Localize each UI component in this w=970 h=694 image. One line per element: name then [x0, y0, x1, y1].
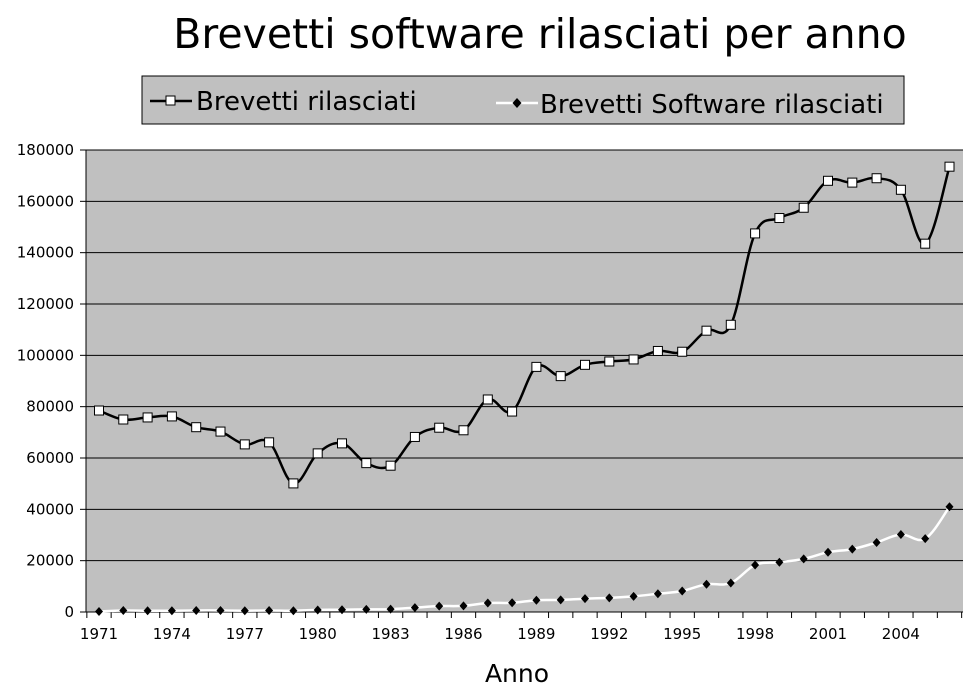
data-point-brevetti-rilasciati — [216, 427, 225, 436]
y-tick-label: 160000 — [17, 192, 74, 210]
data-point-brevetti-rilasciati — [896, 185, 905, 194]
y-tick-label: 180000 — [17, 141, 74, 159]
data-point-brevetti-rilasciati — [265, 438, 274, 447]
x-tick-label: 1989 — [517, 625, 555, 643]
data-point-brevetti-rilasciati — [459, 426, 468, 435]
x-tick-label: 1995 — [663, 625, 701, 643]
data-point-brevetti-rilasciati — [678, 347, 687, 356]
x-tick-label: 1998 — [736, 625, 774, 643]
y-tick-label: 0 — [64, 603, 74, 621]
legend-label-brevetti-software: Brevetti Software rilasciati — [540, 90, 884, 120]
y-tick-label: 120000 — [17, 295, 74, 313]
data-point-brevetti-rilasciati — [143, 413, 152, 422]
data-point-brevetti-rilasciati — [532, 362, 541, 371]
y-tick-label: 20000 — [26, 552, 74, 570]
y-tick-label: 100000 — [17, 346, 74, 364]
data-point-brevetti-rilasciati — [338, 439, 347, 448]
x-tick-label: 2001 — [809, 625, 847, 643]
data-point-brevetti-rilasciati — [410, 432, 419, 441]
data-point-brevetti-rilasciati — [653, 346, 662, 355]
y-tick-label: 140000 — [17, 244, 74, 262]
data-point-brevetti-rilasciati — [848, 178, 857, 187]
y-tick-label: 80000 — [26, 398, 74, 416]
data-point-brevetti-rilasciati — [167, 412, 176, 421]
data-point-brevetti-rilasciati — [240, 440, 249, 449]
x-tick-label: 1980 — [299, 625, 337, 643]
x-tick-label: 1983 — [372, 625, 410, 643]
data-point-brevetti-rilasciati — [702, 326, 711, 335]
data-point-brevetti-rilasciati — [775, 214, 784, 223]
data-point-brevetti-rilasciati — [386, 461, 395, 470]
data-point-brevetti-rilasciati — [751, 229, 760, 238]
data-point-brevetti-rilasciati — [799, 203, 808, 212]
data-point-brevetti-rilasciati — [581, 360, 590, 369]
legend-label-brevetti-rilasciati: Brevetti rilasciati — [196, 87, 417, 117]
data-point-brevetti-rilasciati — [726, 320, 735, 329]
plot-area — [86, 150, 963, 612]
x-tick-label: 1977 — [226, 625, 264, 643]
x-tick-label: 1974 — [153, 625, 191, 643]
data-point-brevetti-rilasciati — [435, 423, 444, 432]
data-point-brevetti-rilasciati — [119, 415, 128, 424]
data-point-brevetti-rilasciati — [362, 459, 371, 468]
y-tick-label: 60000 — [26, 449, 74, 467]
data-point-brevetti-rilasciati — [556, 372, 565, 381]
data-point-brevetti-rilasciati — [313, 449, 322, 458]
x-tick-label: 2004 — [882, 625, 920, 643]
legend-marker-brevetti-rilasciati — [166, 96, 175, 105]
data-point-brevetti-rilasciati — [605, 357, 614, 366]
data-point-brevetti-rilasciati — [945, 162, 954, 171]
data-point-brevetti-rilasciati — [872, 174, 881, 183]
data-point-brevetti-rilasciati — [192, 423, 201, 432]
data-point-brevetti-rilasciati — [483, 395, 492, 404]
y-tick-label: 40000 — [26, 500, 74, 518]
x-axis-label: Anno — [0, 658, 970, 690]
x-tick-label: 1971 — [80, 625, 118, 643]
data-point-brevetti-rilasciati — [629, 355, 638, 364]
data-point-brevetti-rilasciati — [921, 239, 930, 248]
data-point-brevetti-rilasciati — [824, 176, 833, 185]
x-tick-label: 1992 — [590, 625, 628, 643]
data-point-brevetti-rilasciati — [95, 406, 104, 415]
data-point-brevetti-rilasciati — [289, 479, 298, 488]
data-point-brevetti-rilasciati — [508, 407, 517, 416]
x-tick-label: 1986 — [444, 625, 482, 643]
